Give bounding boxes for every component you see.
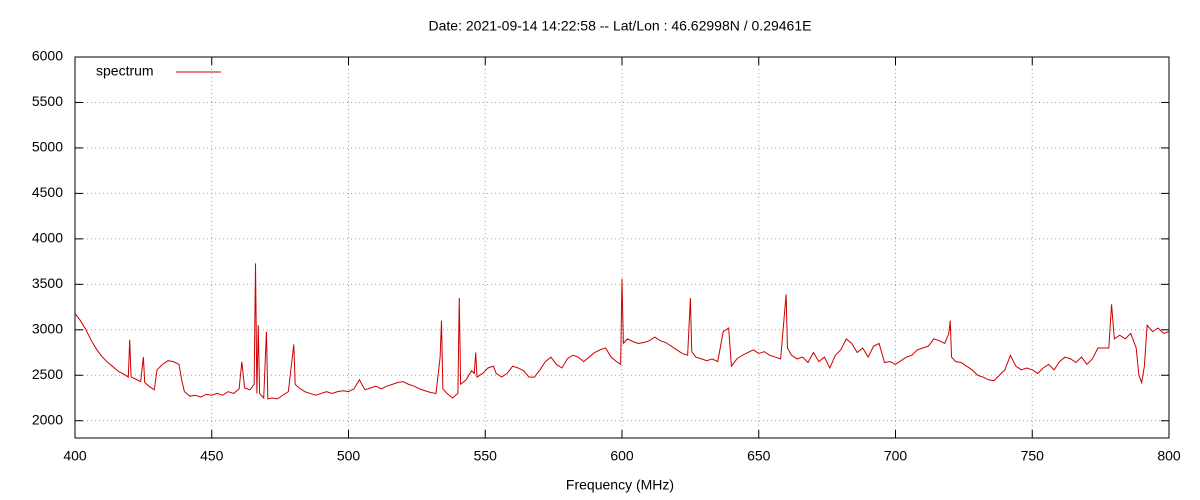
x-tick-label: 450 [200, 448, 224, 464]
x-tick-label: 700 [884, 448, 908, 464]
y-tick-label: 4500 [32, 184, 63, 200]
y-tick-label: 4000 [32, 230, 63, 246]
y-tick-label: 6000 [32, 48, 63, 64]
y-tick-label: 5500 [32, 93, 63, 109]
plot-border [74, 56, 1170, 439]
spectrum-line [74, 263, 1170, 400]
y-tick-label: 2000 [32, 411, 63, 427]
y-tick-label: 3000 [32, 320, 63, 336]
y-tick-label: 2500 [32, 366, 63, 382]
x-tick-label: 500 [337, 448, 361, 464]
x-tick-label: 750 [1021, 448, 1045, 464]
x-tick-label: 650 [747, 448, 771, 464]
x-tick-label: 550 [474, 448, 498, 464]
x-tick-label: 800 [1157, 448, 1181, 464]
x-tick-label: 600 [610, 448, 634, 464]
y-tick-label: 5000 [32, 139, 63, 155]
x-axis-label: Frequency (MHz) [566, 477, 674, 493]
legend-label: spectrum [96, 63, 154, 79]
y-tick-label: 3500 [32, 275, 63, 291]
x-tick-label: 400 [63, 448, 87, 464]
chart-title: Date: 2021-09-14 14:22:58 -- Lat/Lon : 4… [429, 18, 812, 34]
